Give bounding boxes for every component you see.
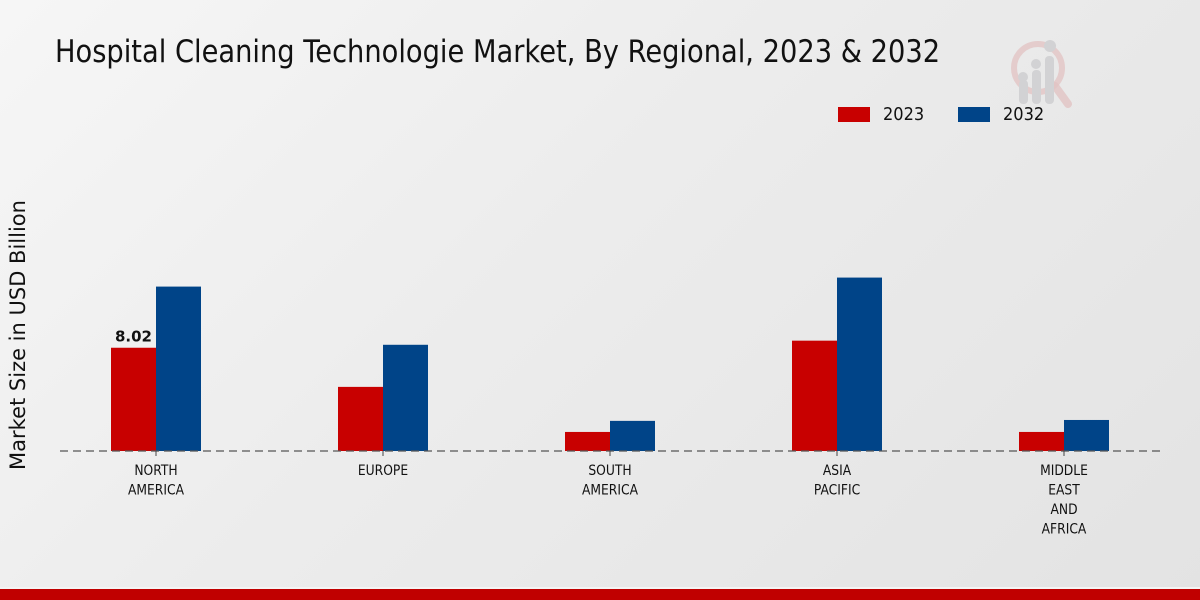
x-tick-label-line: AFRICA — [1042, 522, 1087, 538]
x-tick-label-line: PACIFIC — [814, 483, 860, 499]
chart-title: Hospital Cleaning Technologie Market, By… — [55, 34, 941, 70]
legend-item-2032[interactable]: 2032 — [958, 104, 1049, 125]
bar-middle-east-and-africa-2023 — [1019, 431, 1064, 451]
x-tick-label-line: NORTH — [134, 463, 177, 479]
bar-south-america-2032 — [610, 420, 655, 451]
x-tick-label-line: AND — [1050, 502, 1077, 518]
bar-asia-pacific-2032 — [837, 277, 882, 451]
x-tick-label-line: SOUTH — [588, 463, 631, 479]
legend-item-2023[interactable]: 2023 — [838, 104, 929, 125]
data-labels-group: 8.02 — [115, 328, 152, 346]
x-tick-label-line: EAST — [1048, 483, 1080, 499]
x-tick-label-south-america: SOUTH AMERICA — [582, 463, 638, 498]
x-ticks-group — [155, 451, 1065, 456]
bar-north-america-2032 — [156, 286, 201, 451]
bar-europe-2032 — [383, 344, 428, 451]
bar-middle-east-and-africa-2032 — [1064, 419, 1109, 451]
x-tick-label-middle-east-and-africa: MIDDLE EAST AND AFRICA — [1040, 463, 1088, 537]
x-tick-label-line: EUROPE — [358, 463, 408, 479]
bar-south-america-2023 — [565, 431, 610, 451]
x-tick-label-line: AMERICA — [582, 483, 638, 499]
x-tick-label-line: AMERICA — [128, 483, 184, 499]
bar-north-america-2023 — [111, 347, 156, 451]
x-tick-label-line: ASIA — [823, 463, 851, 479]
bars-group — [111, 277, 1109, 451]
data-label: 8.02 — [115, 328, 152, 346]
x-tick-label-line: MIDDLE — [1040, 463, 1088, 479]
x-tick-labels-group: NORTH AMERICA EUROPE SOUTH AMERICA ASIA PACIFI… — [128, 463, 1088, 537]
x-tick-label-asia-pacific: ASIA PACIFIC — [814, 463, 860, 498]
logo-watermark-icon — [1011, 40, 1072, 108]
x-tick-label-europe: EUROPE — [358, 463, 408, 479]
bar-europe-2023 — [338, 386, 383, 451]
legend-label-2023: 2023 — [883, 104, 925, 125]
footer-divider — [0, 587, 1200, 589]
bar-asia-pacific-2023 — [792, 340, 837, 451]
legend-swatch-2032 — [958, 107, 990, 122]
footer-accent-bar — [0, 589, 1200, 600]
legend-swatch-2023 — [838, 107, 870, 122]
legend-label-2032: 2032 — [1003, 104, 1045, 125]
x-tick-label-north-america: NORTH AMERICA — [128, 463, 184, 498]
